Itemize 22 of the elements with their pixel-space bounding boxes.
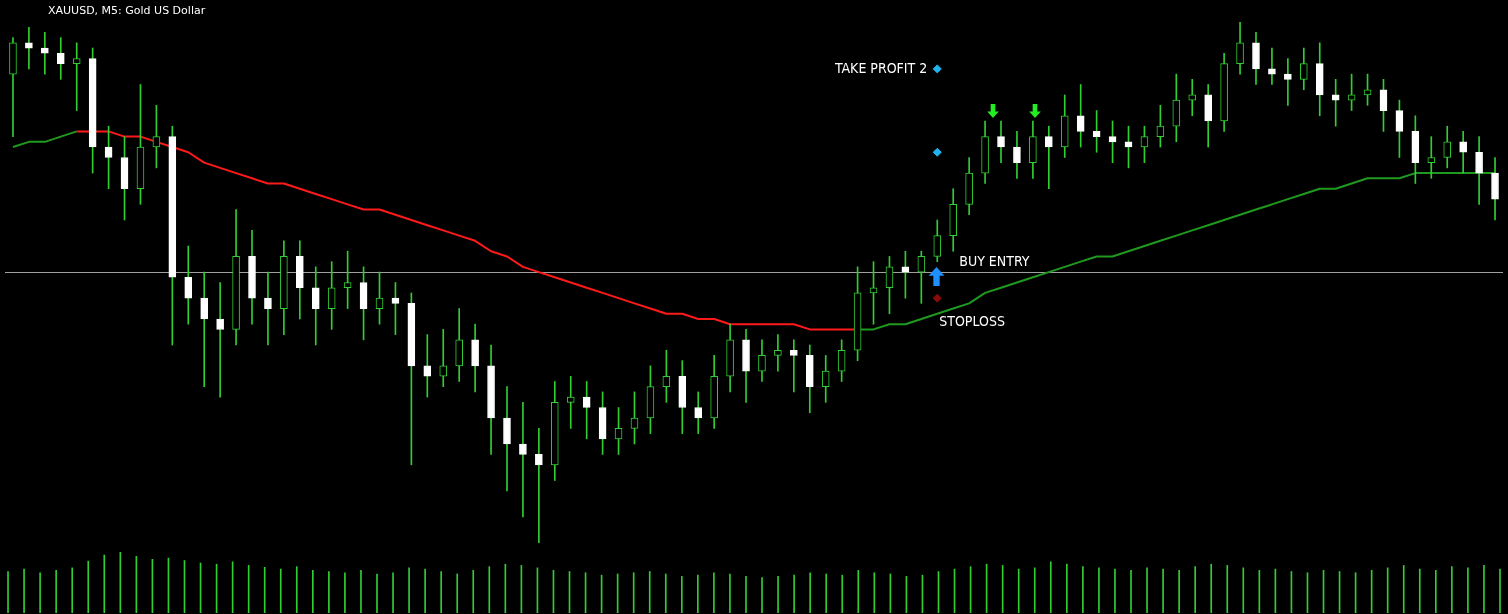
candlestick xyxy=(1427,136,1436,179)
candlestick xyxy=(519,402,527,518)
candlestick xyxy=(1044,125,1053,190)
candlestick xyxy=(503,386,511,492)
chart-title: XAUUSD, M5: Gold US Dollar xyxy=(48,4,206,17)
candlestick xyxy=(790,339,798,393)
annotation: STOPLOSS xyxy=(939,312,1005,329)
candlestick xyxy=(774,334,782,372)
candlestick xyxy=(264,271,272,346)
candlestick xyxy=(41,32,49,75)
candlestick xyxy=(582,381,591,440)
candlestick xyxy=(566,375,575,429)
candlestick xyxy=(439,329,448,388)
candlestick xyxy=(200,271,209,388)
candlestick xyxy=(535,428,543,543)
annotation: BUY ENTRY xyxy=(959,252,1030,269)
candlestick xyxy=(72,42,81,111)
candlestick xyxy=(1284,58,1292,106)
annotation: TAKE PROFIT 2 xyxy=(833,59,928,76)
candlestick xyxy=(216,282,224,398)
candlestick xyxy=(423,334,432,398)
candlestick xyxy=(56,37,65,80)
